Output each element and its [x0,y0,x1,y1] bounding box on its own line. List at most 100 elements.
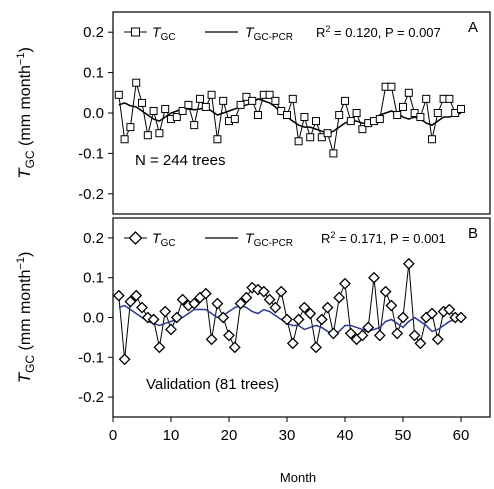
y-tick-label: 0.0 [83,105,104,122]
data-point [329,149,338,158]
data-point [344,327,357,340]
data-point [352,109,361,117]
data-point [317,133,326,142]
data-point [422,94,431,103]
data-point [356,329,369,342]
data-point [271,96,280,105]
stats-values: = 0.171, P = 0.001 [335,231,445,246]
data-point [358,125,367,134]
data-point [155,129,164,138]
data-point [184,100,193,109]
data-point [426,307,438,320]
y-tick-label: 0.2 [83,230,104,247]
x-tick-label: 10 [163,427,180,444]
data-point [143,131,152,140]
data-point [294,137,303,146]
data-point [333,291,346,304]
data-point [373,329,386,342]
data-point [124,295,137,308]
data-point [300,113,309,122]
data-point [217,311,230,324]
data-point [170,311,183,324]
data-point [455,311,467,324]
y-tick-label: -0.2 [78,389,104,406]
data-point [323,129,332,138]
stats-values: = 0.120, P = 0.007 [330,25,440,40]
data-point [176,293,189,306]
legend-subscript: GC-PCR [254,238,293,249]
y-tick-label: 0.1 [83,65,104,82]
data-point [408,329,421,342]
y-tick-label: -0.2 [78,186,104,203]
x-axis-label: Month [280,470,316,485]
data-point [236,100,245,109]
data-point [321,301,334,314]
data-point [312,117,320,126]
data-point [457,104,465,113]
y-label-symbol: T [15,167,34,179]
y-label-subscript: GC [23,150,37,168]
data-point [310,341,322,354]
legend-marker-square [131,27,140,37]
data-point [393,111,402,120]
data-point [234,297,247,310]
data-point [451,109,460,117]
data-point [277,106,286,115]
data-point [428,135,436,144]
data-point [445,94,454,103]
y-tick-label: -0.1 [78,349,104,366]
legend-subscript: GC [161,32,176,43]
data-point [161,104,170,113]
data-point [385,299,398,312]
data-point [335,111,344,120]
data-point [201,102,210,111]
data-point [298,301,311,314]
data-point [248,96,257,105]
y-axis-label: TGC (mm month−1) [15,47,37,179]
data-point [246,281,259,294]
legend-symbol: T [245,230,255,246]
panel-annotation: Validation (81 trees) [146,376,279,393]
y-label-symbol: T [15,371,34,383]
x-tick-label: 30 [279,427,296,444]
data-point [292,313,305,326]
y-label-close: ) [17,47,34,52]
data-point [410,109,419,117]
y-label-subscript: GC [23,355,37,373]
panel-annotation: N = 244 trees [135,152,225,169]
data-point [205,333,218,346]
data-point [112,289,125,302]
data-point [228,341,241,354]
data-point [362,321,375,334]
data-point [207,90,216,99]
data-point [327,327,340,340]
data-point [443,303,456,316]
y-label-units: (mm month [17,270,34,355]
data-point [211,297,224,310]
data-point [230,115,239,124]
legend-symbol: T [152,230,162,246]
stats-text: R2 = 0.120, P = 0.007 [316,24,441,40]
data-point [254,111,262,120]
x-axis: 0 10 20 30 40 50 60 [109,417,469,444]
data-point [149,106,158,115]
data-point [275,285,288,298]
data-point [242,92,251,101]
data-point [132,78,141,87]
legend-label-tgc-pcr: TGC-PCR [245,230,293,249]
y-tick-label: 0.0 [83,310,104,327]
data-point [223,329,235,342]
x-tick-label: 50 [395,427,412,444]
data-point [263,293,276,306]
data-point [188,297,201,310]
data-point [257,285,270,298]
legend-label-tgc: TGC [152,230,176,249]
data-point [120,135,129,144]
legend-label-tgc: TGC [152,24,176,43]
data-point [126,123,135,132]
data-point [404,88,413,97]
data-point [130,289,143,302]
